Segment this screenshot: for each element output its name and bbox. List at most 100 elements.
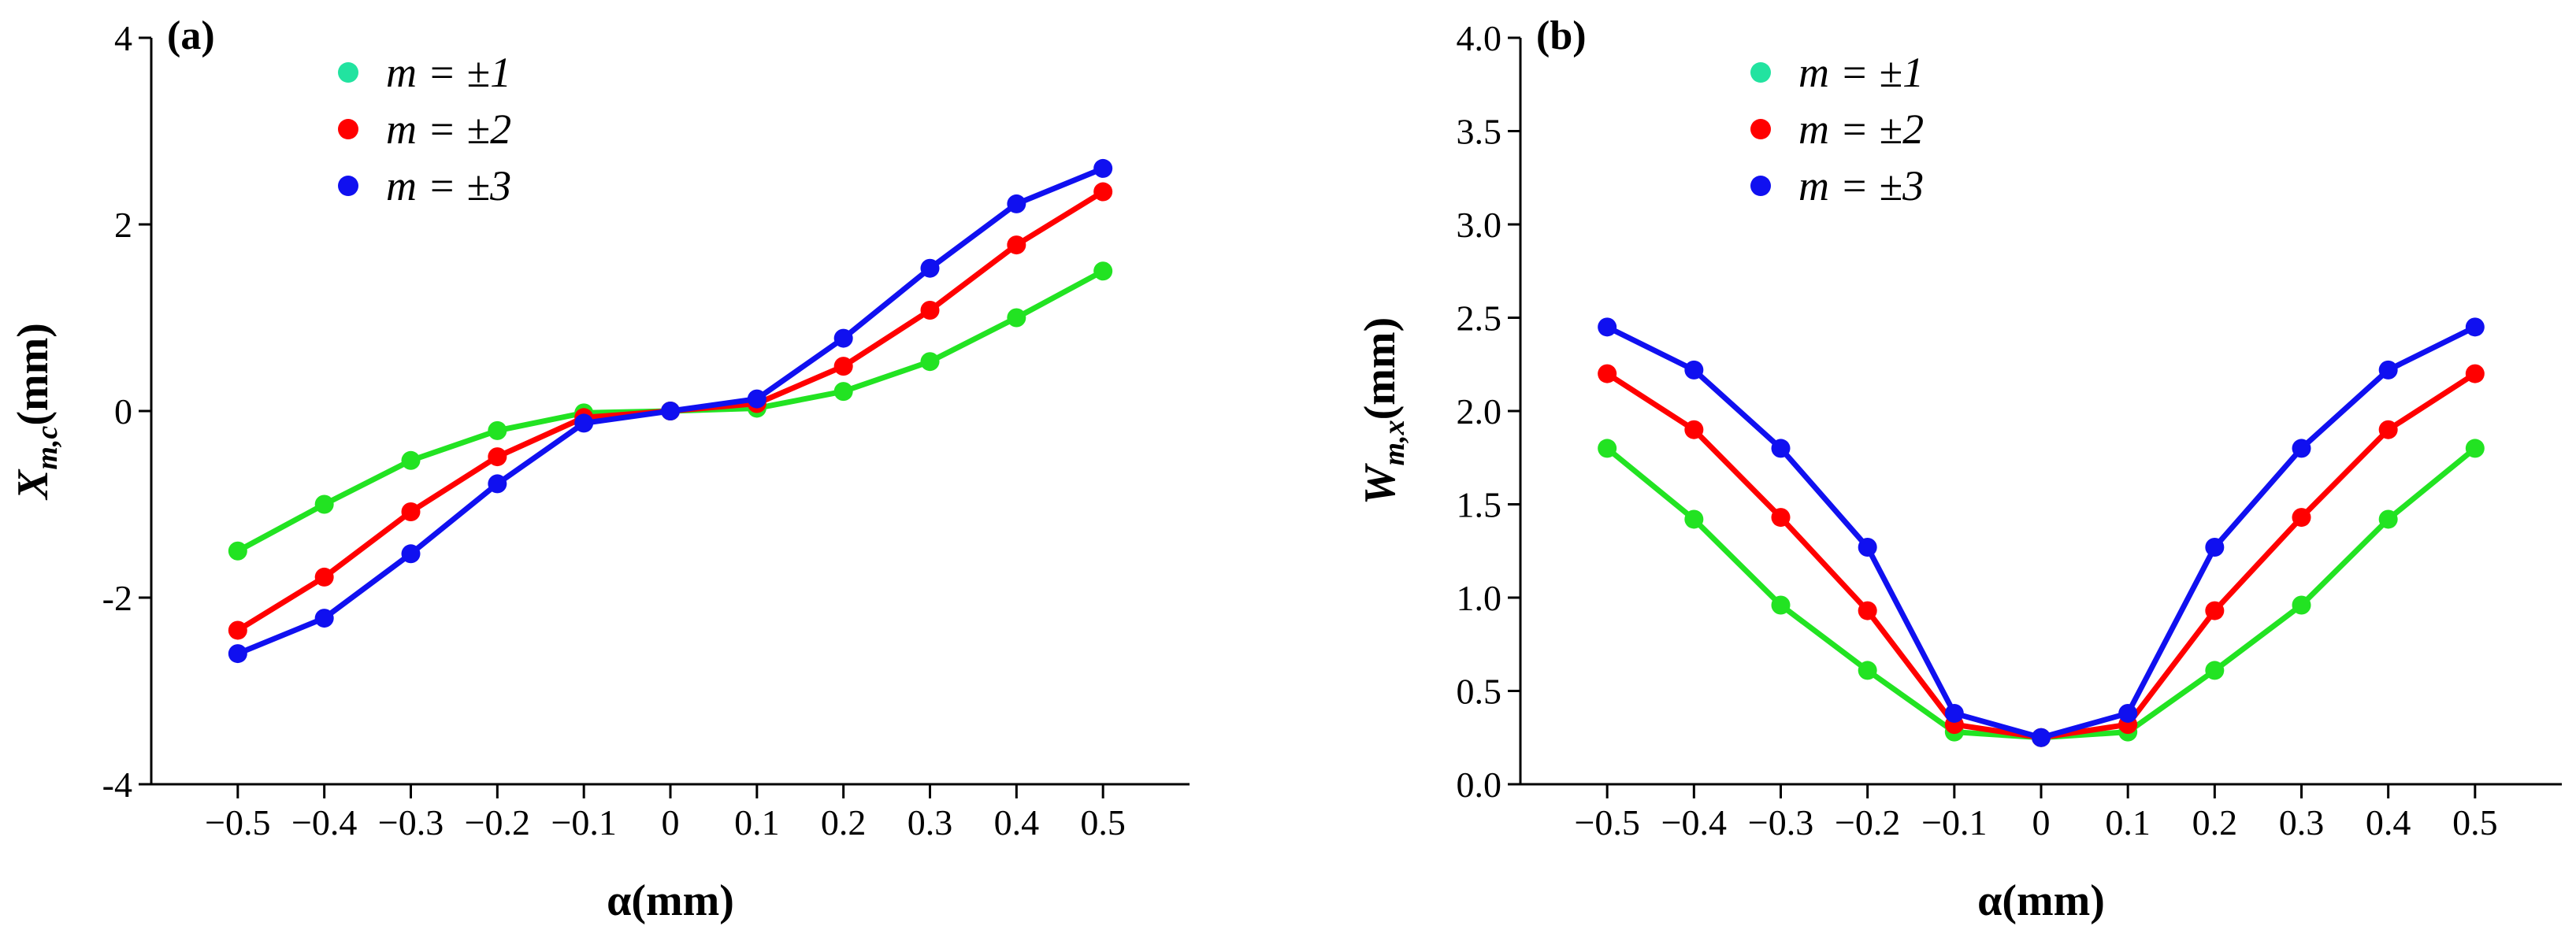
chart-1-series-2-point bbox=[2378, 360, 2398, 380]
chart-1-series-0-point bbox=[1598, 439, 1617, 458]
chart-0-series-0-point bbox=[488, 420, 507, 440]
chart-1-x-tick-label: −0.4 bbox=[1661, 802, 1727, 843]
chart-0-series-2-point bbox=[574, 413, 594, 433]
chart-1-y-tick-label: 2.0 bbox=[1457, 391, 1502, 431]
chart-0-legend-label-2: m = ±3 bbox=[386, 162, 511, 209]
chart-0-series-2-point bbox=[401, 544, 421, 564]
chart-0-y-axis-title-sub: m,c bbox=[31, 426, 64, 470]
chart-1-series-2-point bbox=[1944, 703, 1964, 723]
chart-1-series-1-point bbox=[1858, 601, 1877, 620]
chart-1-y-tick-label: 0.5 bbox=[1457, 672, 1502, 712]
chart-1-legend-marker-2 bbox=[1750, 176, 1771, 196]
chart-1-series-0-point bbox=[1684, 509, 1704, 529]
chart-0-y-axis-title: Xm,c(mm) bbox=[9, 323, 64, 501]
chart-0-series-0-point bbox=[920, 352, 940, 372]
chart-0-series-0-point bbox=[1093, 261, 1113, 281]
chart-1-x-tick-label: 0.1 bbox=[2105, 802, 2151, 843]
chart-0-y-tick-label: 2 bbox=[114, 205, 132, 245]
chart-1-legend-marker-1 bbox=[1750, 119, 1771, 139]
chart-0-x-tick-label: 0.2 bbox=[821, 802, 867, 843]
chart-0-series-0-point bbox=[1007, 308, 1026, 328]
chart-1-x-tick-label: 0.2 bbox=[2192, 802, 2238, 843]
chart-0-y-tick-label: 0 bbox=[114, 391, 132, 431]
chart-0-series-2-point bbox=[661, 402, 680, 420]
chart-1-x-tick-label: 0.5 bbox=[2452, 802, 2498, 843]
chart-0-series-0-point bbox=[314, 494, 334, 514]
chart-1-legend-marker-0 bbox=[1750, 62, 1771, 83]
chart-0-x-tick-label: 0.5 bbox=[1080, 802, 1126, 843]
chart-0-panel-label: (a) bbox=[167, 13, 215, 58]
chart-1-x-tick-label: −0.3 bbox=[1748, 802, 1813, 843]
chart-0-x-tick-label: −0.2 bbox=[465, 802, 530, 843]
chart-1-series-0-point bbox=[2465, 439, 2485, 458]
chart-1-x-tick-label: −0.1 bbox=[1921, 802, 1987, 843]
chart-1-x-tick-label: 0 bbox=[2032, 802, 2051, 843]
chart-0-x-tick-label: −0.5 bbox=[205, 802, 270, 843]
chart-0-series-0-point bbox=[833, 382, 853, 402]
chart-0-legend-label-1: m = ±2 bbox=[386, 106, 511, 153]
chart-1-y-tick-label: 2.5 bbox=[1457, 298, 1502, 339]
chart-0-y-tick-label: -4 bbox=[102, 765, 132, 805]
chart-0-y-tick-label: -2 bbox=[102, 578, 132, 618]
chart-0-series-1-point bbox=[228, 620, 247, 640]
chart-1-series-2-point bbox=[2032, 728, 2051, 747]
chart-0-series-1-point bbox=[401, 502, 421, 521]
chart-0-series-2-point bbox=[1093, 158, 1113, 178]
chart-0-series-1-point bbox=[1093, 182, 1113, 202]
chart-1-x-tick-label: 0.3 bbox=[2279, 802, 2325, 843]
chart-0-series-0-point bbox=[228, 541, 247, 561]
chart-0-x-axis-title: α(mm) bbox=[607, 876, 734, 925]
chart-panel-a: -4 -2 0 2 4 −0.5 −0.4 −0.3 −0.2 −0.1 0 0.1 0.2 0.3 0.4… bbox=[9, 13, 1190, 925]
chart-0-series-1-point bbox=[314, 567, 334, 587]
chart-1-series-0-point bbox=[1771, 595, 1791, 615]
chart-1-series-1-point bbox=[1598, 364, 1617, 383]
chart-1-series-1-point bbox=[2465, 364, 2485, 383]
chart-1-series-2-point bbox=[1771, 439, 1791, 458]
chart-1-series-1-point bbox=[1771, 508, 1791, 528]
chart-0-y-tick-label: 4 bbox=[114, 18, 132, 58]
chart-0-legend-marker-1 bbox=[338, 119, 358, 139]
chart-1-series-0-point bbox=[2292, 595, 2311, 615]
chart-1-series-2-point bbox=[1598, 317, 1617, 337]
chart-1-series-2-point bbox=[2465, 317, 2485, 337]
chart-1-x-tick-label: −0.5 bbox=[1574, 802, 1639, 843]
chart-1-series-2-point bbox=[1858, 538, 1877, 557]
chart-0-series-2-point bbox=[920, 258, 940, 278]
chart-1-series-0-point bbox=[2378, 509, 2398, 529]
chart-0-series-0-point bbox=[401, 450, 421, 470]
chart-1-panel-label: (b) bbox=[1536, 13, 1587, 58]
chart-1-series-1-point bbox=[2292, 508, 2311, 528]
chart-1-y-tick-label: 0.0 bbox=[1457, 765, 1502, 805]
chart-0-series-1-point bbox=[833, 357, 853, 376]
chart-1-x-axis-title: α(mm) bbox=[1977, 876, 2105, 925]
chart-1-legend-label-0: m = ±1 bbox=[1798, 49, 1924, 96]
chart-0-series-2-point bbox=[488, 474, 507, 494]
chart-0-series-1-point bbox=[920, 301, 940, 320]
chart-1-y-axis-title-main: W bbox=[1356, 462, 1405, 505]
chart-1-y-axis-title-sub: m,x bbox=[1378, 420, 1411, 465]
chart-0-x-tick-label: 0.3 bbox=[908, 802, 953, 843]
chart-0-y-axis-title-unit: (mm) bbox=[9, 323, 58, 426]
chart-1-legend-label-2: m = ±3 bbox=[1798, 162, 1924, 209]
chart-1-y-tick-label: 4.0 bbox=[1457, 18, 1502, 58]
chart-1-y-tick-label: 3.5 bbox=[1457, 112, 1502, 152]
chart-0-legend-marker-2 bbox=[338, 176, 358, 196]
chart-1-series-1-line bbox=[1605, 371, 2477, 741]
chart-1-y-tick-label: 3.0 bbox=[1457, 205, 1502, 245]
chart-1-y-tick-label: 1.0 bbox=[1457, 578, 1502, 618]
chart-1-series-1-point bbox=[2205, 601, 2225, 620]
chart-0-series-2-point bbox=[747, 389, 766, 409]
chart-1-series-0-point bbox=[1858, 661, 1877, 680]
chart-1-series-0-point bbox=[2205, 661, 2225, 680]
chart-1-y-axis-title: Wm,x(mm) bbox=[1356, 317, 1411, 505]
chart-0-x-tick-label: −0.1 bbox=[551, 802, 616, 843]
chart-0-legend-marker-0 bbox=[338, 62, 358, 83]
chart-1-x-tick-label: 0.4 bbox=[2366, 802, 2411, 843]
chart-0-x-tick-label: 0.1 bbox=[734, 802, 780, 843]
chart-0-x-tick-label: −0.4 bbox=[291, 802, 357, 843]
chart-1-legend-label-1: m = ±2 bbox=[1798, 106, 1924, 153]
chart-1-series-2-point bbox=[2292, 439, 2311, 458]
chart-0-x-tick-label: 0.4 bbox=[994, 802, 1040, 843]
chart-0-legend-label-0: m = ±1 bbox=[386, 49, 511, 96]
